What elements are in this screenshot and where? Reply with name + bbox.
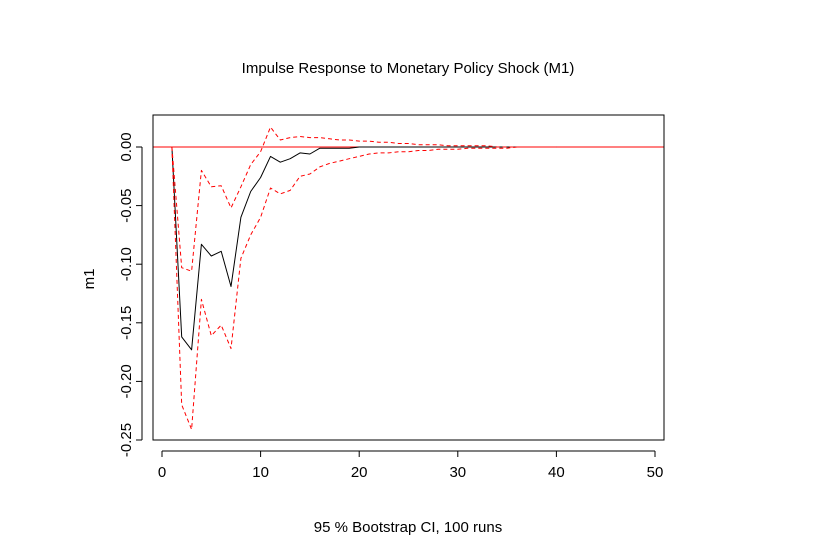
upper-ci-line	[171, 126, 557, 272]
y-tick-label: -0.05	[118, 188, 135, 222]
y-tick-label: -0.15	[118, 306, 135, 340]
x-tick-label: 50	[647, 464, 664, 481]
y-tick-label: -0.20	[118, 364, 135, 398]
y-tick-label: -0.10	[118, 247, 135, 281]
x-tick-label: 0	[158, 464, 166, 481]
plot-frame	[152, 114, 665, 441]
x-axis-label: 95 % Bootstrap CI, 100 runs	[314, 519, 502, 536]
chart-title: Impulse Response to Monetary Policy Shoc…	[242, 60, 575, 77]
axes: 0 10 20 30 40 50 0.00 -0.05 -0.10 -0.15 -0.20 -0.25	[118, 132, 663, 481]
plot-area	[153, 126, 664, 430]
impulse-response-line	[171, 146, 557, 351]
x-tick-label: 10	[252, 464, 269, 481]
x-tick-label: 30	[449, 464, 466, 481]
y-tick-label: 0.00	[118, 132, 135, 161]
y-axis-label: m1	[81, 269, 98, 290]
x-tick-label: 40	[548, 464, 565, 481]
y-tick-label: -0.25	[118, 423, 135, 457]
x-tick-label: 20	[351, 464, 368, 481]
